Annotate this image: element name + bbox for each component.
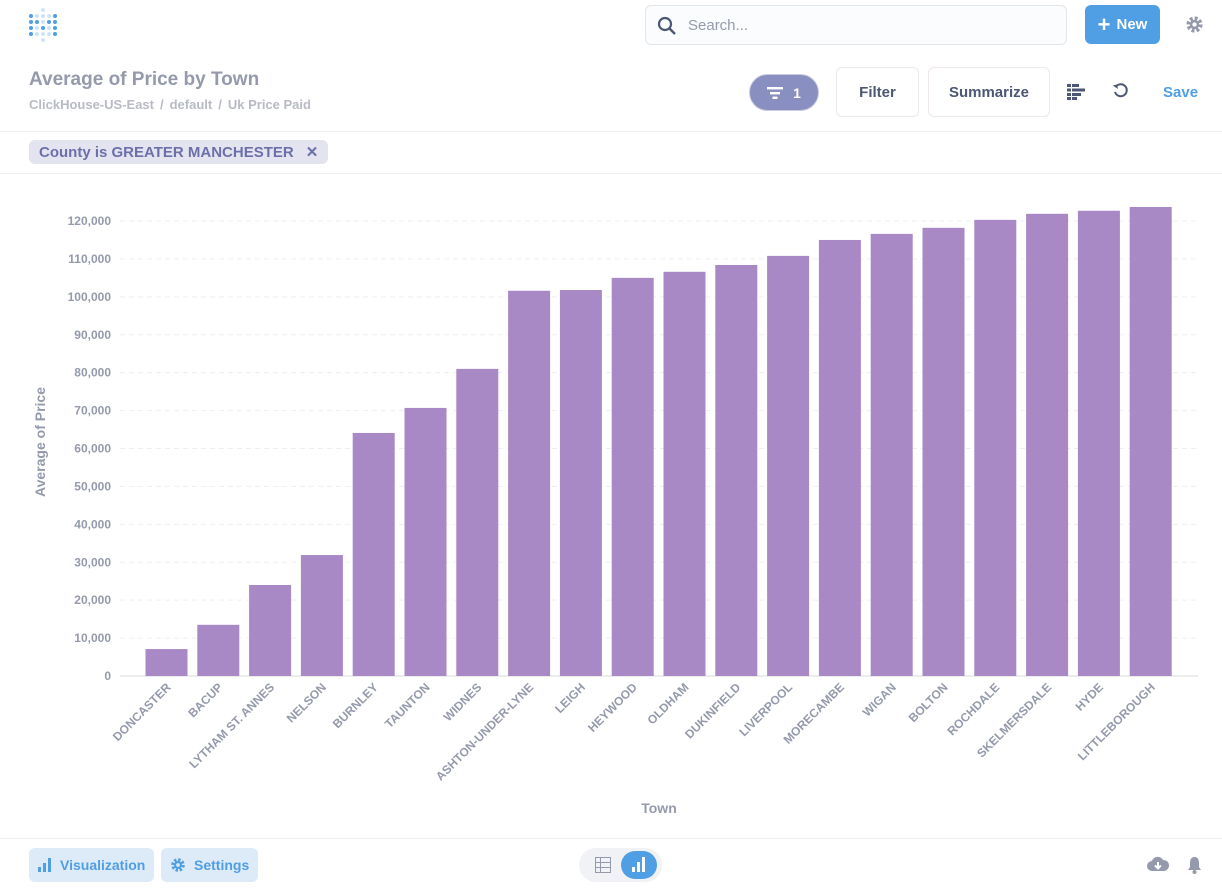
bar-skelmersdale[interactable] bbox=[1026, 213, 1069, 676]
settings-button[interactable]: Settings bbox=[161, 848, 259, 882]
x-tick-label: BACUP bbox=[185, 680, 225, 720]
bar-burnley[interactable] bbox=[352, 432, 395, 676]
new-button[interactable]: + New bbox=[1085, 5, 1160, 44]
refresh-icon[interactable] bbox=[1112, 82, 1129, 99]
download-icon[interactable] bbox=[1147, 856, 1169, 874]
bar-nelson[interactable] bbox=[300, 555, 343, 676]
bar-chart: 0 10,000 20,000 30,000 40,000 50,000 60,000 70,… bbox=[32, 206, 1198, 816]
divider bbox=[0, 838, 1222, 839]
bar-dukinfield[interactable] bbox=[715, 264, 758, 676]
x-tick-label: WIDNES bbox=[441, 680, 485, 724]
bar-littleborough[interactable] bbox=[1129, 206, 1172, 677]
x-tick-label: WIGAN bbox=[860, 680, 899, 719]
bar-doncaster[interactable] bbox=[145, 649, 188, 676]
summarize-button[interactable]: Summarize bbox=[928, 67, 1050, 117]
top-bar: Search... + New bbox=[0, 0, 1222, 52]
y-tick-label: 100,000 bbox=[68, 290, 112, 304]
bell-icon[interactable] bbox=[1187, 856, 1202, 874]
x-tick-label: LEIGH bbox=[552, 680, 588, 716]
y-tick-label: 20,000 bbox=[74, 593, 111, 607]
breadcrumb-database[interactable]: ClickHouse-US-East bbox=[29, 97, 154, 112]
bar-heywood[interactable] bbox=[611, 277, 654, 676]
search-input[interactable]: Search... bbox=[645, 5, 1067, 45]
view-toggle bbox=[579, 848, 662, 882]
close-icon[interactable]: ✕ bbox=[305, 144, 319, 161]
breadcrumb-table[interactable]: Uk Price Paid bbox=[227, 97, 311, 112]
visualization-button[interactable]: Visualization bbox=[29, 848, 155, 882]
bar-ashton-under-lyne[interactable] bbox=[508, 290, 551, 676]
y-tick-label: 90,000 bbox=[74, 328, 111, 342]
filter-count-toggle[interactable]: 1 bbox=[749, 74, 819, 111]
divider bbox=[0, 131, 1222, 132]
bar-oldham[interactable] bbox=[663, 271, 706, 676]
bar-widnes[interactable] bbox=[456, 368, 499, 676]
y-tick-label: 10,000 bbox=[74, 631, 111, 645]
y-tick-label: 30,000 bbox=[74, 555, 111, 569]
x-tick-label: LYTHAM ST. ANNES bbox=[186, 680, 277, 771]
page-title: Average of Price by Town bbox=[29, 69, 260, 90]
bar-lytham-st-annes[interactable] bbox=[249, 585, 292, 676]
x-tick-label: BOLTON bbox=[906, 680, 951, 725]
visualization-label: Visualization bbox=[60, 857, 146, 873]
bar-bacup[interactable] bbox=[197, 624, 240, 676]
bar-liverpool[interactable] bbox=[767, 255, 810, 676]
bar-morecambe[interactable] bbox=[818, 239, 861, 677]
y-tick-label: 70,000 bbox=[74, 404, 111, 418]
divider bbox=[0, 173, 1222, 174]
table-icon[interactable] bbox=[595, 857, 611, 873]
bar-leigh[interactable] bbox=[559, 290, 602, 676]
x-tick-label: ASHTON-UNDER-LYNE bbox=[433, 680, 536, 783]
y-tick-label: 40,000 bbox=[74, 517, 111, 531]
plus-icon: + bbox=[1097, 11, 1111, 37]
x-axis-label: Town bbox=[641, 800, 677, 816]
bar-wigan[interactable] bbox=[870, 233, 913, 676]
bar-chart-icon bbox=[632, 857, 645, 872]
y-tick-label: 110,000 bbox=[68, 252, 111, 266]
breadcrumb-schema[interactable]: default bbox=[169, 97, 213, 112]
x-tick-label: HYDE bbox=[1073, 680, 1106, 713]
x-tick-label: OLDHAM bbox=[644, 680, 691, 727]
search-icon bbox=[657, 16, 676, 35]
filter-chip-label: County is GREATER MANCHESTER bbox=[39, 143, 294, 161]
y-tick-label: 120,000 bbox=[68, 214, 112, 228]
x-tick-label: NELSON bbox=[284, 680, 329, 725]
gear-icon[interactable] bbox=[1185, 15, 1204, 34]
x-tick-label: HEYWOOD bbox=[585, 680, 640, 735]
y-tick-label: 0 bbox=[104, 669, 111, 683]
gear-icon bbox=[171, 858, 185, 872]
bar-taunton[interactable] bbox=[404, 407, 447, 676]
x-tick-label: BURNLEY bbox=[330, 680, 381, 731]
bar-chart-icon bbox=[38, 858, 51, 872]
chart-view-button[interactable] bbox=[621, 851, 657, 879]
y-tick-label: 80,000 bbox=[74, 366, 111, 380]
settings-label: Settings bbox=[194, 857, 250, 873]
notebook-icon[interactable] bbox=[1067, 84, 1085, 100]
y-tick-label: 50,000 bbox=[74, 479, 111, 493]
metabase-logo[interactable] bbox=[29, 8, 57, 47]
save-button[interactable]: Save bbox=[1163, 84, 1199, 101]
x-tick-label: TAUNTON bbox=[382, 680, 433, 731]
filter-chip[interactable]: County is GREATER MANCHESTER ✕ bbox=[29, 140, 329, 164]
bar-rochdale[interactable] bbox=[974, 219, 1017, 677]
filter-icon bbox=[767, 86, 784, 99]
bar-hyde[interactable] bbox=[1077, 210, 1120, 676]
search-placeholder: Search... bbox=[688, 17, 749, 34]
y-axis-label: Average of Price bbox=[32, 387, 48, 497]
x-tick-label: DUKINFIELD bbox=[682, 680, 744, 742]
breadcrumb: ClickHouse-US-East / default / Uk Price Paid bbox=[29, 97, 311, 112]
bar-bolton[interactable] bbox=[922, 227, 965, 676]
x-tick-label: DONCASTER bbox=[110, 680, 174, 744]
y-tick-label: 60,000 bbox=[74, 442, 111, 456]
filter-count: 1 bbox=[793, 84, 801, 101]
new-label: New bbox=[1116, 16, 1148, 33]
filter-button[interactable]: Filter bbox=[836, 67, 919, 117]
